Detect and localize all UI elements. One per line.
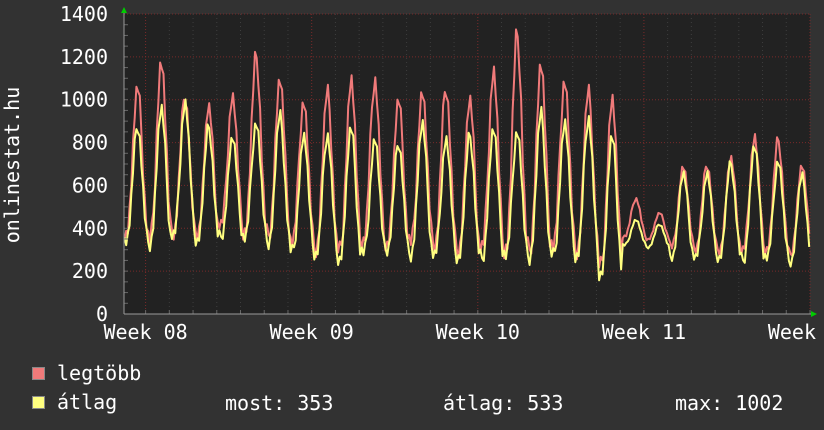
- x-axis-arrow: [811, 311, 817, 317]
- y-tick-label: 1400: [60, 2, 108, 26]
- y-axis-arrow: [121, 7, 127, 13]
- x-tick-label: Week 10: [436, 320, 520, 344]
- stat-atlag: átlag: 533: [443, 391, 564, 415]
- y-tick-label: 0: [96, 302, 108, 326]
- legend-label-legtobb: legtöbb: [57, 361, 142, 385]
- y-tick-label: 1200: [60, 45, 108, 69]
- stat-most: most: 353: [225, 391, 334, 415]
- legend-item-legtobb: legtöbb: [32, 361, 142, 385]
- series-layer: [123, 28, 811, 282]
- tick-labels: 0 200 400 600 800 1000 1200 1400 Week 08 Week 09 W…: [60, 2, 824, 344]
- legend-label-atlag: átlag: [57, 390, 118, 414]
- series-line-atlag: [123, 98, 811, 282]
- y-tick-label: 600: [72, 173, 108, 197]
- y-tick-label: 800: [72, 131, 108, 155]
- y-tick-label: 400: [72, 216, 108, 240]
- y-axis-label: onlinestat.hu: [0, 87, 24, 244]
- axes: [121, 7, 817, 317]
- x-tick-label: Week 12: [768, 320, 824, 344]
- legend-swatch-atlag: [32, 395, 45, 409]
- series-line-legtobb: [123, 28, 811, 269]
- x-tick-label: Week 11: [602, 320, 686, 344]
- stat-max: max: 1002: [675, 391, 784, 415]
- legend-swatch-legtobb: [32, 366, 45, 380]
- x-tick-label: Week 08: [103, 320, 187, 344]
- y-tick-label: 200: [72, 259, 108, 283]
- x-tick-label: Week 09: [270, 320, 354, 344]
- y-tick-label: 1000: [60, 88, 108, 112]
- legend-item-atlag: átlag: [32, 390, 118, 414]
